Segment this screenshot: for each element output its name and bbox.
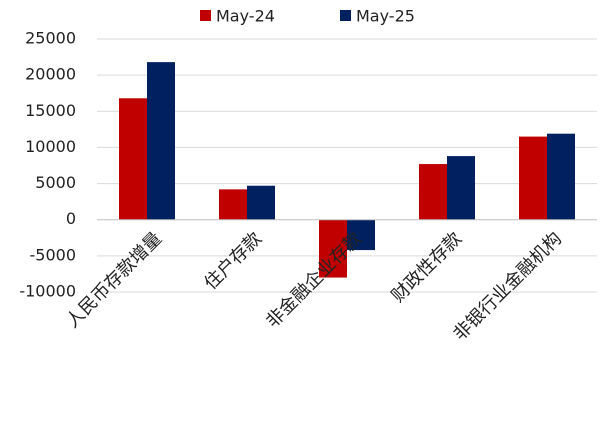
y-tick-label: -10000 xyxy=(19,282,76,301)
x-tick-label: 非银行业金融机构 xyxy=(449,228,566,345)
y-tick-label: 5000 xyxy=(35,173,76,192)
y-tick-label: 25000 xyxy=(25,29,76,48)
bar xyxy=(147,62,175,220)
y-tick-label: 15000 xyxy=(25,101,76,120)
y-tick-label: 20000 xyxy=(25,65,76,84)
bar xyxy=(419,164,447,220)
legend-swatch xyxy=(200,10,211,21)
bar xyxy=(119,98,147,220)
bar xyxy=(247,185,275,220)
legend-label: May-25 xyxy=(356,7,415,26)
x-tick-label: 财政性存款 xyxy=(388,228,466,306)
x-tick-label: 人民币存款增量 xyxy=(62,228,166,332)
x-tick-label: 非金融企业存款 xyxy=(262,228,366,332)
bar xyxy=(547,133,575,220)
bar xyxy=(319,219,347,278)
bar xyxy=(519,136,547,220)
bar xyxy=(347,219,375,251)
legend-label: May-24 xyxy=(216,7,275,26)
y-tick-label: -5000 xyxy=(30,245,77,264)
bar xyxy=(219,189,247,220)
y-tick-label: 10000 xyxy=(25,137,76,156)
legend-swatch xyxy=(340,10,351,21)
y-tick-label: 0 xyxy=(66,209,76,228)
x-tick-label: 住户存款 xyxy=(200,228,266,294)
bar xyxy=(447,156,475,220)
